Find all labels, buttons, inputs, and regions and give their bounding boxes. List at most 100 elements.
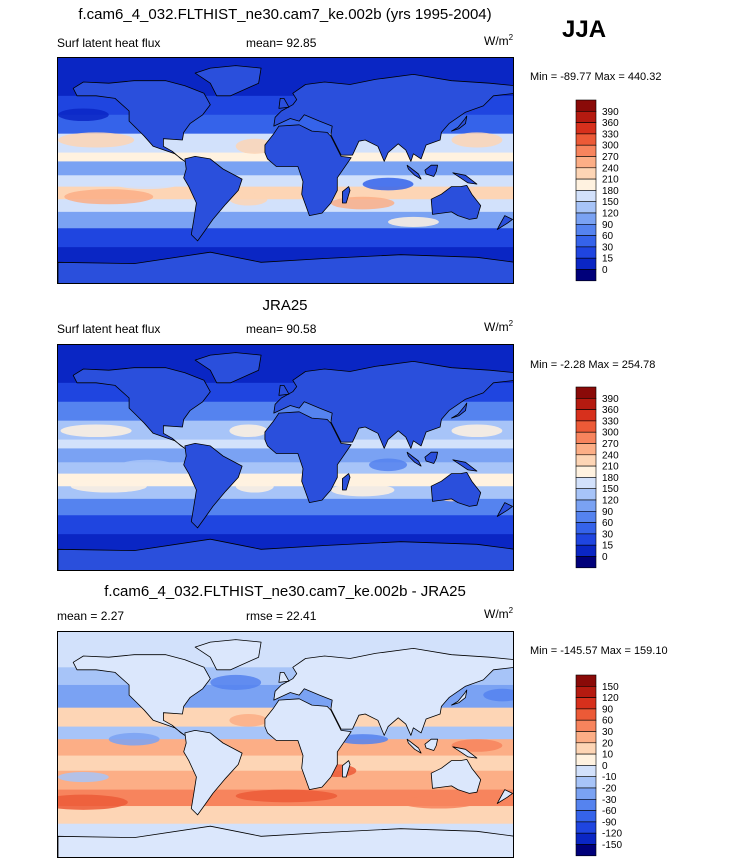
colorbar-box xyxy=(575,556,597,569)
colorbar-tick-label: 300 xyxy=(602,141,619,152)
field-band xyxy=(58,462,513,475)
field-contour-blob xyxy=(451,132,503,148)
field-contour-blob xyxy=(388,216,439,227)
field-contour-blob xyxy=(210,674,262,691)
colorbar-tick-label: -60 xyxy=(602,806,617,817)
colorbar-box xyxy=(575,443,597,456)
colorbar-box xyxy=(575,257,597,270)
panel-1-units: W/m2 xyxy=(484,33,514,48)
panel-2-map xyxy=(57,344,514,571)
coastline-madagascar xyxy=(342,760,351,778)
colorbar-tick-label: 390 xyxy=(602,107,619,118)
coastline-sumatra xyxy=(406,738,422,754)
colorbar-tick-label: -10 xyxy=(602,772,617,783)
coastline-north-america xyxy=(72,654,211,736)
coastline-new-guinea xyxy=(452,459,478,472)
colorbar-box xyxy=(575,178,597,191)
coastline-new-guinea xyxy=(452,746,478,759)
colorbar-tick-label: 30 xyxy=(602,727,614,738)
colorbar-box xyxy=(575,799,597,811)
colorbar-box xyxy=(575,190,597,203)
colorbar-box xyxy=(575,133,597,146)
coastline-eurasia xyxy=(273,74,513,162)
field-contour-blob xyxy=(58,794,128,810)
colorbar-box xyxy=(575,386,597,399)
colorbar-box xyxy=(575,465,597,478)
colorbar-tick-label: 180 xyxy=(602,473,619,484)
field-contour-blob xyxy=(369,458,408,472)
coastline-eurasia xyxy=(273,648,513,736)
panel-3-mean-label: mean = 2.27 xyxy=(57,609,125,623)
colorbar-box xyxy=(575,144,597,157)
colorbar-tick-label: 30 xyxy=(602,529,614,540)
colorbar-box xyxy=(575,246,597,259)
coastline-new-guinea xyxy=(452,172,478,185)
coastline-africa xyxy=(264,124,352,216)
colorbar-tick-label: -120 xyxy=(602,829,622,840)
coastline-japan xyxy=(451,115,468,132)
colorbar-tick-label: 60 xyxy=(602,518,614,529)
coastline-greenland xyxy=(194,639,262,671)
field-contour-blob xyxy=(60,424,132,438)
coastline-japan xyxy=(451,689,468,706)
colorbar-box xyxy=(575,708,597,721)
colorbar-box xyxy=(575,832,597,845)
coastline-north-america xyxy=(72,80,211,162)
field-contour-blob xyxy=(229,192,268,206)
field-contour-blob xyxy=(58,108,109,122)
coastline-south-america xyxy=(183,730,243,816)
colorbar-box xyxy=(575,488,597,501)
colorbar-box xyxy=(575,477,597,490)
colorbar-tick-label: 120 xyxy=(602,209,619,220)
colorbar-box xyxy=(575,844,597,857)
colorbar-tick-label: 150 xyxy=(602,484,619,495)
colorbar-tick-label: 240 xyxy=(602,450,619,461)
panel-2-colorbar: 390 360 330 300 270 240 210 180 150 120 90 60 30 15 0 xyxy=(575,386,656,569)
field-band xyxy=(58,211,513,229)
colorbar-box xyxy=(575,224,597,236)
coastline-australia xyxy=(430,472,482,507)
colorbar-box xyxy=(575,420,597,433)
colorbar-box xyxy=(575,511,597,523)
colorbar-tick-label: 0 xyxy=(602,552,608,563)
field-contour-blob xyxy=(400,795,477,809)
colorbar-tick-label: 15 xyxy=(602,254,614,265)
field-contour-blob xyxy=(451,424,503,438)
colorbar-box xyxy=(575,201,597,214)
coastline-madagascar xyxy=(342,473,351,491)
coastline-antarctica xyxy=(58,538,513,570)
field-contour-blob xyxy=(235,479,274,493)
colorbar-box xyxy=(575,499,597,512)
colorbar-box xyxy=(575,753,597,766)
coastline-eurasia xyxy=(273,361,513,449)
coastline-new-zealand xyxy=(496,215,513,230)
field-contour-blob xyxy=(108,732,160,746)
colorbar-tick-label: 15 xyxy=(602,541,614,552)
panel-1-colorbar: 390 360 330 300 270 240 210 180 150 120 90 60 30 15 0 xyxy=(575,99,656,282)
colorbar-box xyxy=(575,398,597,410)
colorbar-tick-label: 150 xyxy=(602,197,619,208)
colorbar-box xyxy=(575,167,597,180)
panel-2-map-plot xyxy=(58,345,513,570)
coastline-new-zealand xyxy=(496,789,513,804)
panel-2-units: W/m2 xyxy=(484,319,514,334)
field-band xyxy=(58,175,513,188)
field-contour-blob xyxy=(115,179,179,190)
colorbar-tick-label: 90 xyxy=(602,220,614,231)
panel-2-variable-label: Surf latent heat flux xyxy=(57,322,161,336)
colorbar-tick-label: 270 xyxy=(602,439,619,450)
field-contour-blob xyxy=(121,459,173,470)
colorbar-box xyxy=(575,765,597,778)
colorbar-tick-label: 330 xyxy=(602,416,619,427)
panel-3-title: f.cam6_4_032.FLTHIST_ne30.cam7_ke.002b -… xyxy=(104,583,466,600)
coastline-japan xyxy=(451,402,468,419)
colorbar-box xyxy=(575,522,597,535)
field-contour-blob xyxy=(229,424,268,438)
coastline-south-america xyxy=(183,156,243,242)
field-band xyxy=(58,228,513,248)
panel-1-minmax: Min = -89.77 Max = 440.32 xyxy=(530,71,662,83)
field-band xyxy=(58,806,513,825)
colorbar-tick-label: 120 xyxy=(602,693,619,704)
season-label: JJA xyxy=(562,16,607,43)
colorbar-tick-label: -30 xyxy=(602,795,617,806)
